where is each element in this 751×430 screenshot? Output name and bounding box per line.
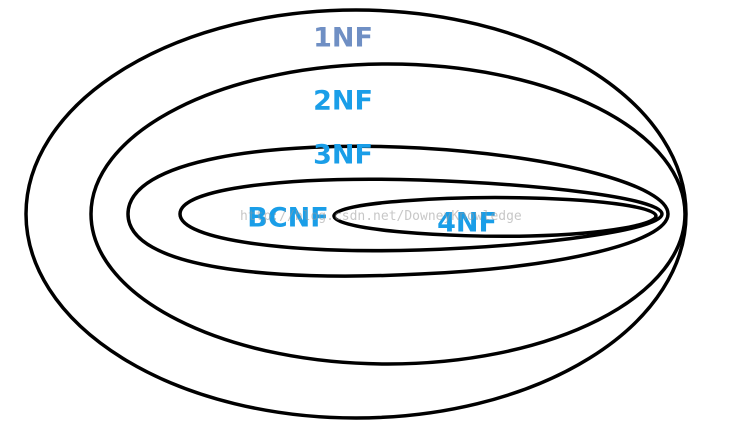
ring-3nf — [126, 144, 670, 278]
ring-4nf — [332, 195, 658, 239]
label-1nf: 1NF — [313, 23, 373, 54]
label-3nf: 3NF — [313, 140, 373, 171]
ring-2nf — [89, 62, 687, 366]
label-4nf: 4NF — [437, 208, 497, 239]
label-bcnf: BCNF — [247, 203, 328, 234]
watermark-text: http://blog.csdn.net/DowneyKnowledge — [240, 209, 522, 224]
ring-bcnf — [178, 177, 664, 253]
label-2nf: 2NF — [313, 86, 373, 117]
